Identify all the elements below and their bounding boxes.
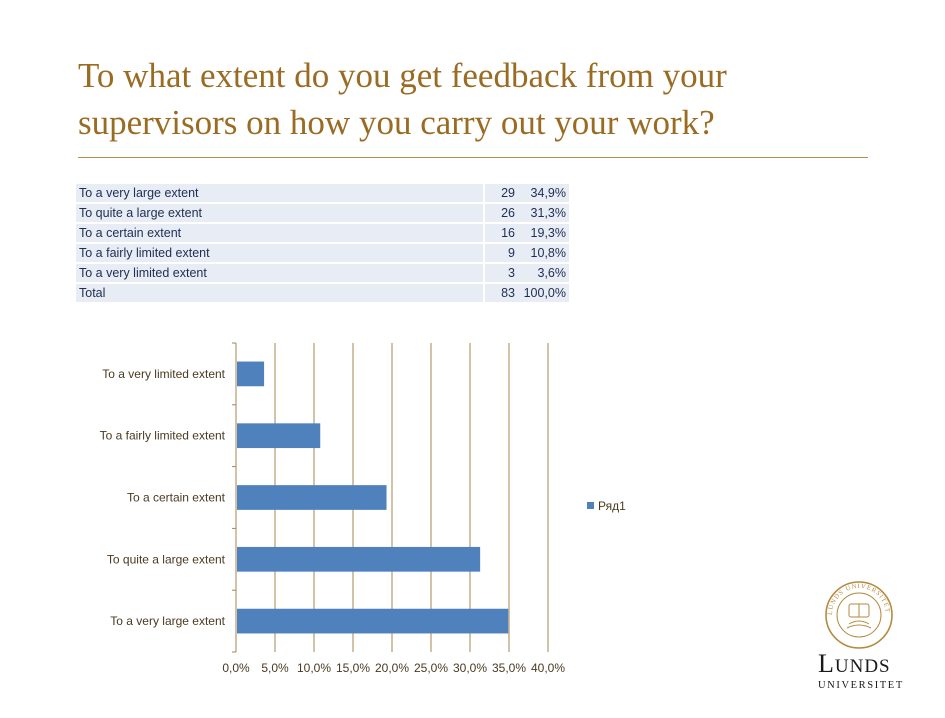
table-cell-count: 9 [483,243,517,264]
table-cell-label: Total [76,283,484,304]
bar [237,485,387,510]
table-cell-percent: 19,3% [517,223,569,244]
table-cell-percent: 100,0% [517,283,569,304]
table-row: To a very limited extent 3 3,6% [76,263,569,284]
table-row: Total 83 100,0% [76,283,569,304]
table-cell-label: To a very limited extent [76,263,484,284]
title-divider [78,157,868,158]
legend-swatch [587,502,594,509]
table-cell-percent: 10,8% [517,243,569,264]
logo-name-rest: UNDS [834,656,891,677]
table-row: To a very large extent 29 34,9% [76,184,569,204]
table-cell-count: 83 [483,283,517,304]
logo-name-initial: L [818,649,835,678]
y-category-label: To a very large extent [110,614,225,628]
table-row: To a fairly limited extent 9 10,8% [76,243,569,264]
table-cell-label: To a very large extent [76,184,484,204]
table-cell-count: 3 [483,263,517,284]
x-tick-label: 25,0% [414,661,448,675]
x-tick-label: 10,0% [297,661,331,675]
table-cell-label: To quite a large extent [76,203,484,224]
bar [237,608,509,634]
table-cell-percent: 34,9% [517,184,569,204]
university-logo: LUNDS UNIVERSITET [818,649,908,693]
slide-title: To what extent do you get feedback from … [78,56,727,142]
x-tick-label: 30,0% [453,661,487,675]
table-cell-percent: 3,6% [517,263,569,284]
university-seal-icon: LUNDS UNIVERSITET [825,581,893,649]
bar [237,423,321,449]
x-tick-label: 15,0% [336,661,370,675]
x-tick-label: 40,0% [531,661,565,675]
x-tick-label: 5,0% [261,661,289,675]
logo-subtitle: UNIVERSITET [818,680,904,691]
table-cell-label: To a certain extent [76,223,484,244]
legend-label: Ряд1 [598,499,626,513]
table-cell-count: 29 [483,184,517,204]
x-tick-label: 0,0% [222,661,250,675]
table-cell-percent: 31,3% [517,203,569,224]
table-cell-label: To a fairly limited extent [76,243,484,264]
table-cell-count: 26 [483,203,517,224]
y-category-label: To a fairly limited extent [100,429,226,443]
table-row: To a certain extent 16 19,3% [76,223,569,244]
y-category-label: To a very limited extent [102,367,225,381]
bar [237,361,265,387]
results-table: To a very large extent 29 34,9% To quite a … [76,184,569,304]
bar [237,546,481,572]
x-tick-label: 20,0% [375,661,409,675]
y-category-label: To a certain extent [127,491,226,505]
table-cell-count: 16 [483,223,517,244]
y-category-label: To quite a large extent [107,552,226,566]
x-tick-label: 35,0% [492,661,526,675]
table-row: To quite a large extent 26 31,3% [76,203,569,224]
